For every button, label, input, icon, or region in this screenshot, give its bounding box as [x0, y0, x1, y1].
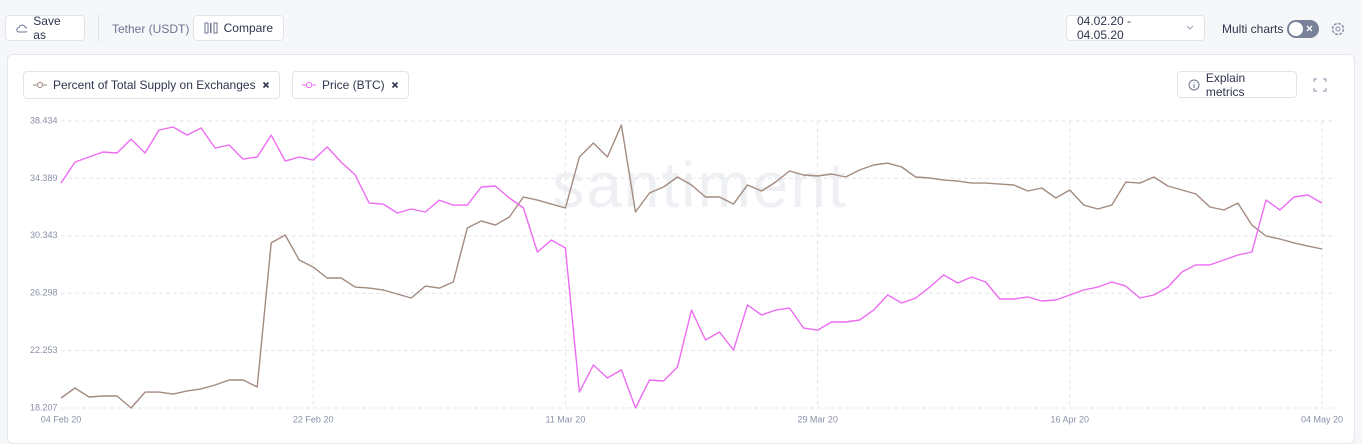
- legend-swatch: [302, 81, 316, 89]
- x-tick-label: 04 Feb 20: [41, 414, 82, 424]
- watermark: santiment: [552, 149, 847, 221]
- info-icon: [1188, 79, 1200, 90]
- fullscreen-icon[interactable]: [1313, 78, 1327, 92]
- legend-chip[interactable]: Price (BTC): [292, 71, 409, 99]
- date-range-label: 04.02.20 - 04.05.20: [1077, 14, 1132, 42]
- y-tick-label: 30.343: [30, 230, 58, 240]
- save-as-label: Save as: [33, 14, 61, 42]
- series-line: [60, 126, 1323, 409]
- x-tick-label: 11 Mar 20: [545, 414, 585, 424]
- legend-swatch: [33, 81, 47, 89]
- series-line: [60, 124, 1323, 409]
- legend-label: Price (BTC): [322, 78, 385, 92]
- remove-icon[interactable]: [391, 81, 399, 89]
- chevron-icon: [1186, 25, 1194, 30]
- explain-label: Explain metrics: [1205, 70, 1246, 99]
- settings-icon[interactable]: [1330, 21, 1346, 37]
- x-tick-label: 16 Apr 20: [1051, 414, 1090, 424]
- y-tick-label: 26.298: [30, 288, 58, 298]
- chart-card: [7, 54, 1355, 444]
- x-tick-label: 04 May 20: [1301, 414, 1343, 424]
- legend-chip[interactable]: Percent of Total Supply on Exchanges: [23, 71, 280, 99]
- multi-charts-label: Multi charts: [1222, 22, 1284, 36]
- cloud-icon: [16, 24, 28, 33]
- y-tick-label: 18.207: [30, 402, 58, 412]
- asset-name[interactable]: Tether (USDT): [112, 22, 190, 36]
- compare-button[interactable]: Compare: [193, 15, 284, 41]
- y-tick-label: 22.253: [30, 345, 58, 355]
- save-as-button[interactable]: Save as: [5, 14, 85, 42]
- compare-icon: [204, 22, 218, 34]
- x-tick-label: 22 Feb 20: [293, 414, 334, 424]
- x-tick-label: 29 Mar 20: [797, 414, 838, 424]
- date-range-button[interactable]: 04.02.20 - 04.05.20: [1066, 14, 1205, 42]
- compare-label: Compare: [223, 21, 273, 35]
- remove-icon[interactable]: [262, 81, 270, 89]
- divider: [98, 14, 99, 42]
- y-tick-label: 34.389: [30, 173, 58, 183]
- legend-label: Percent of Total Supply on Exchanges: [53, 78, 256, 92]
- multi-charts-toggle[interactable]: [1287, 20, 1319, 38]
- y-tick-label: 38.434: [30, 115, 58, 125]
- explain-metrics-button[interactable]: Explain metrics: [1177, 70, 1297, 99]
